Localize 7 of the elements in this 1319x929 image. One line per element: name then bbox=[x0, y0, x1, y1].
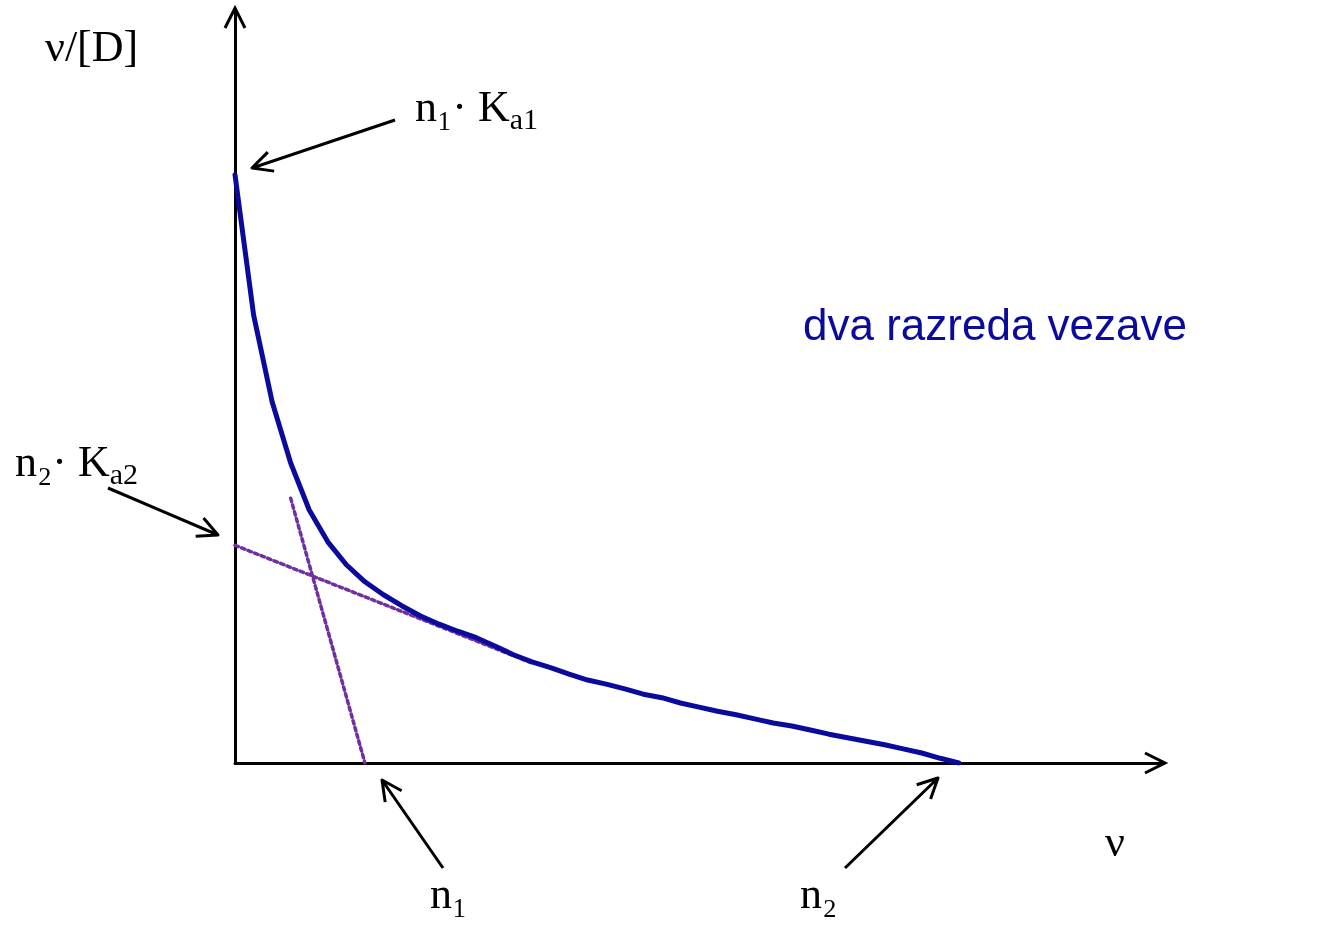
text: n₁ bbox=[430, 869, 468, 918]
text: n₁· K$_{a1}$ bbox=[415, 82, 539, 135]
annotation: dva razreda vezave bbox=[803, 300, 1187, 349]
y-axis-title: ν/[D] bbox=[45, 22, 139, 71]
text: n₂ bbox=[800, 869, 838, 918]
x-axis-title: ν bbox=[1105, 817, 1125, 866]
text: n₂· K$_{a2}$ bbox=[15, 437, 139, 490]
